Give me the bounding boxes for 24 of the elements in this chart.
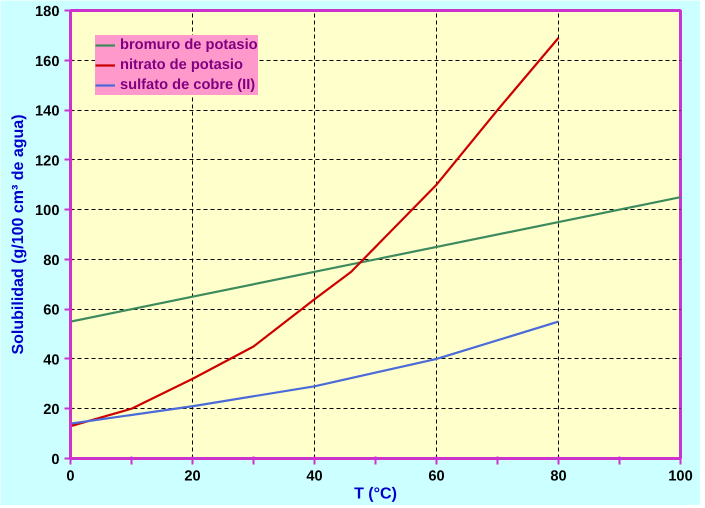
legend-label: nitrato de potasio [120,56,243,74]
y-tick-label: 20 [43,402,60,418]
x-tick-label: 0 [66,468,75,484]
line-series [70,320,560,425]
y-tick-label: 140 [35,104,60,120]
legend-label: sulfato de cobre (II) [120,76,256,94]
y-axis-title: Solubilidad (g/100 cm³ de agua) [10,114,28,355]
y-tick-label: 0 [51,452,60,468]
y-tick-label: 100 [35,203,60,220]
line-series [70,196,680,323]
x-axis-title: T (°C) [354,486,397,502]
x-tick-label: 100 [668,468,693,484]
x-tick-label: 40 [306,468,323,484]
y-tick-label: 120 [35,153,60,170]
legend-label: bromuro de potasio [120,36,258,54]
y-tick-label: 40 [43,352,60,368]
y-tick-label: 160 [35,54,60,70]
x-tick-label: 20 [184,468,201,484]
x-tick-label: 60 [428,468,445,484]
y-tick-label: 60 [43,302,60,319]
y-tick-label: 180 [35,4,60,20]
line-series [70,36,560,428]
x-tick-label: 80 [550,468,567,484]
y-tick-label: 80 [43,252,60,269]
